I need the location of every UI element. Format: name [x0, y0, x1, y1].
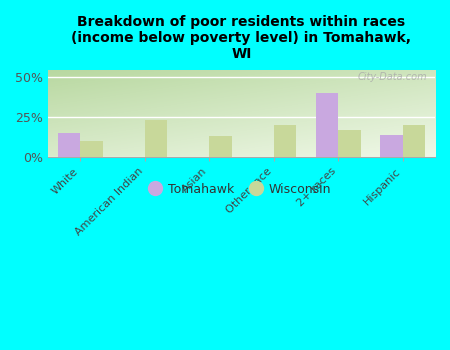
Text: City-Data.com: City-Data.com — [358, 72, 427, 82]
Bar — [403, 125, 425, 157]
Bar — [274, 125, 296, 157]
Bar — [144, 120, 167, 157]
Bar — [80, 141, 103, 157]
Bar — [380, 135, 403, 157]
Bar — [209, 136, 232, 157]
Bar — [338, 130, 361, 157]
Bar — [58, 133, 80, 157]
Title: Breakdown of poor residents within races
(income below poverty level) in Tomahaw: Breakdown of poor residents within races… — [72, 15, 411, 61]
Bar — [315, 93, 338, 157]
Legend: Tomahawk, Wisconsin: Tomahawk, Wisconsin — [146, 178, 337, 201]
